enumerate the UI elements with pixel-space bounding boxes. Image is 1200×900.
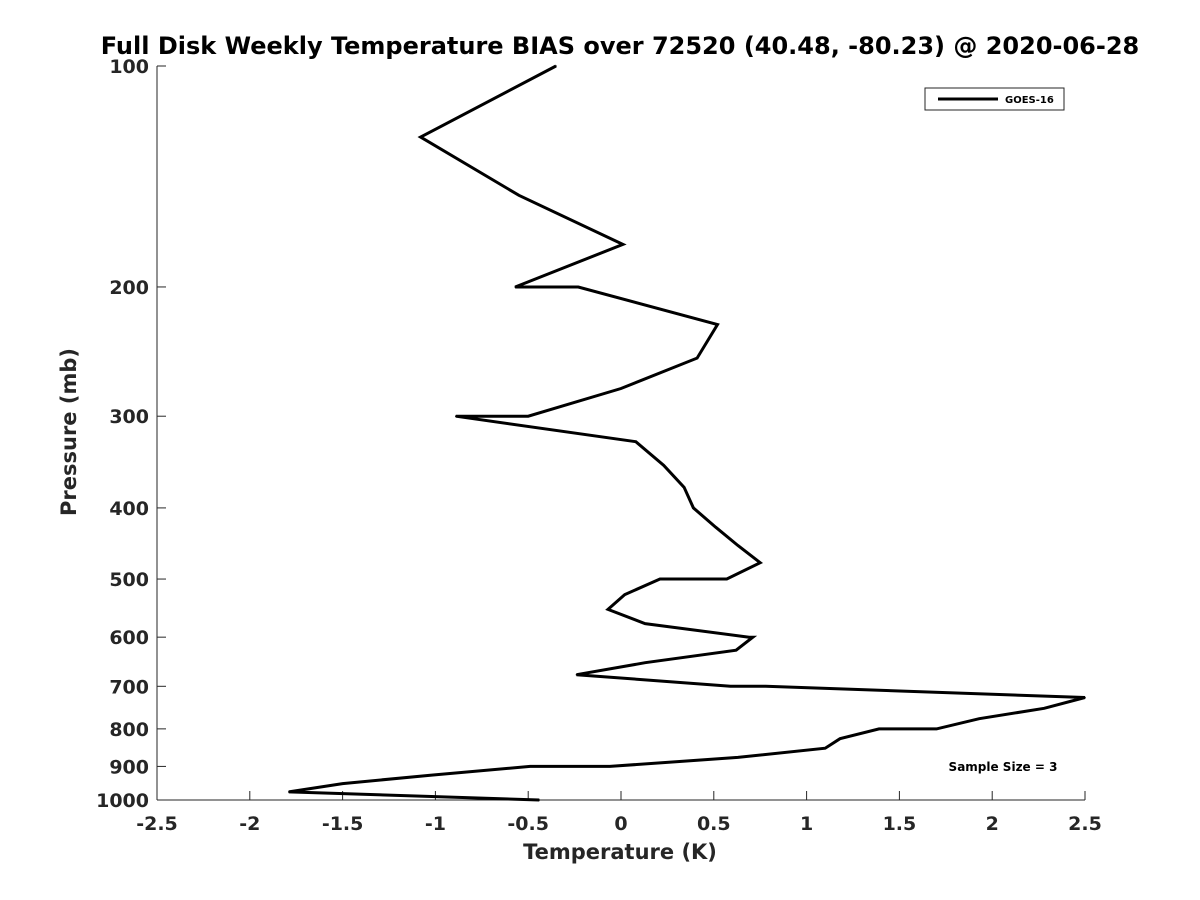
x-tick-label: 2.5 — [1068, 813, 1102, 835]
data-point — [729, 685, 732, 688]
data-point — [765, 685, 767, 688]
data-point — [1084, 696, 1086, 699]
data-point — [341, 782, 344, 785]
y-tick-label: 500 — [109, 569, 149, 591]
data-point — [529, 765, 531, 768]
data-point — [759, 561, 761, 564]
data-point — [692, 507, 695, 509]
data-point — [978, 717, 980, 720]
plot-area: -2.5 -2 -1.5 -1 -0.5 0 0.5 1 1.5 2 2.5 100 200 300 40… — [96, 56, 1102, 835]
data-point — [696, 357, 698, 359]
data-point — [935, 728, 938, 730]
x-tick-label: 1.5 — [883, 813, 917, 835]
data-point — [577, 286, 580, 288]
data-point — [824, 747, 826, 749]
data-point — [635, 440, 637, 443]
data-point — [518, 194, 520, 197]
data-point — [430, 774, 433, 776]
data-point — [737, 756, 739, 759]
y-tick-label: 600 — [109, 627, 149, 649]
y-tick-label: 800 — [109, 719, 149, 741]
data-point — [878, 728, 880, 730]
data-point — [726, 578, 728, 580]
x-tick-label: 0.5 — [697, 813, 731, 835]
data-point — [735, 649, 737, 651]
data-point — [623, 593, 626, 596]
data-point — [683, 486, 685, 489]
series-line-goes-16 — [288, 64, 1086, 802]
y-tick-label: 200 — [109, 277, 149, 299]
y-tick-label: 300 — [109, 406, 149, 428]
x-tick-label: 2 — [986, 813, 999, 835]
y-axis-ticks: 100 200 300 400 500 600 700 800 900 1000 — [96, 56, 166, 812]
data-point — [620, 387, 622, 390]
data-point — [538, 799, 541, 801]
series-layer — [288, 64, 1086, 802]
y-tick-label: 700 — [109, 676, 149, 698]
x-tick-label: -1 — [425, 813, 446, 835]
data-point — [716, 323, 719, 326]
chart-title: Full Disk Weekly Temperature BIAS over 7… — [101, 32, 1140, 60]
data-point — [527, 415, 529, 418]
data-point — [659, 578, 661, 580]
legend: GOES-16 — [924, 87, 1065, 111]
data-point — [752, 636, 754, 638]
data-point — [839, 737, 841, 740]
data-point — [644, 622, 646, 625]
x-axis-label: Temperature (K) — [523, 840, 717, 864]
data-point — [555, 65, 557, 67]
data-point — [288, 791, 290, 793]
data-point — [419, 136, 422, 138]
data-point — [662, 464, 665, 467]
data-point — [514, 286, 516, 288]
x-tick-label: 0 — [614, 813, 627, 835]
y-tick-label: 900 — [109, 756, 149, 778]
y-tick-label: 100 — [109, 56, 149, 78]
x-tick-label: -2.5 — [136, 813, 178, 835]
legend-label-goes-16: GOES-16 — [1005, 95, 1054, 106]
data-point — [575, 673, 578, 676]
data-point — [1043, 707, 1045, 710]
data-point — [644, 661, 646, 664]
x-tick-label: -0.5 — [507, 813, 549, 835]
data-point — [455, 415, 457, 418]
data-point — [622, 243, 624, 246]
y-axis-label: Pressure (mb) — [57, 348, 81, 516]
data-point — [737, 544, 739, 547]
y-tick-label: 1000 — [96, 790, 149, 812]
data-point — [714, 526, 717, 528]
data-point — [748, 636, 750, 638]
x-axis-ticks: -2.5 -2 -1.5 -1 -0.5 0 0.5 1 1.5 2 2.5 — [136, 791, 1102, 835]
data-point — [609, 765, 611, 768]
data-point — [607, 608, 609, 611]
x-tick-label: -1.5 — [322, 813, 364, 835]
x-tick-label: -2 — [239, 813, 260, 835]
y-tick-label: 400 — [109, 498, 149, 520]
x-tick-label: 1 — [800, 813, 813, 835]
sample-size-annotation: Sample Size = 3 — [949, 760, 1058, 774]
